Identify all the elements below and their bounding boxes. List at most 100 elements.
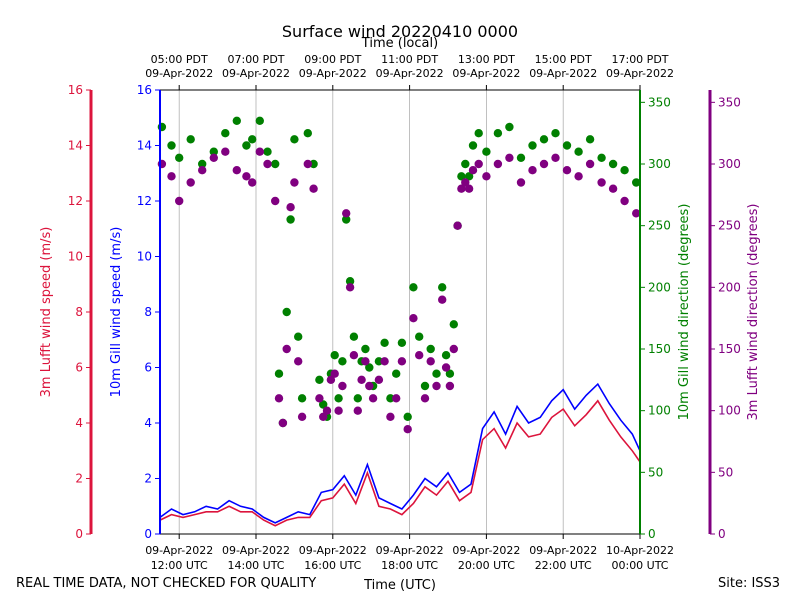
gill-dir-tick-label-3: 150	[648, 342, 671, 356]
lufft-speed-tick-label-1: 2	[75, 472, 83, 486]
point-gill-dir-31	[349, 332, 359, 341]
x-tick-date-5: 09-Apr-2022	[529, 544, 597, 557]
point-gill-dir-45	[420, 381, 430, 391]
point-gill-dir-43	[409, 283, 418, 292]
point-lufft-dir-66	[574, 172, 583, 181]
top-tick-time-4: 13:00 PDT	[458, 53, 515, 66]
point-lufft-dir-12	[271, 196, 280, 206]
point-lufft-dir-52	[453, 221, 462, 230]
point-gill-dir-39	[386, 394, 395, 403]
gill-speed-tick-label-4: 8	[144, 305, 152, 319]
point-gill-dir-18	[294, 332, 303, 341]
point-lufft-dir-34	[361, 357, 370, 366]
gill-dir-axis-label: 10m Gill wind direction (degrees)	[677, 204, 692, 421]
point-lufft-dir-49	[441, 363, 451, 372]
x-tick-time-5: 22:00 UTC	[535, 559, 592, 572]
point-lufft-dir-35	[365, 381, 374, 391]
point-lufft-dir-19	[297, 412, 307, 421]
point-gill-dir-6	[221, 129, 230, 138]
top-tick-time-6: 17:00 PDT	[611, 53, 668, 66]
point-gill-dir-53	[457, 172, 466, 181]
lufft-dir-tick-label-0: 0	[718, 527, 726, 541]
point-lufft-dir-53	[457, 184, 466, 193]
top-tick-date-1: 09-Apr-2022	[222, 67, 290, 80]
x-tick-time-2: 16:00 UTC	[304, 559, 361, 572]
point-gill-dir-65	[562, 141, 572, 150]
gill-speed-tick-label-3: 6	[144, 361, 152, 375]
gill-speed-tick-label-7: 14	[137, 139, 152, 153]
gill-dir-tick-label-5: 250	[648, 219, 671, 233]
point-gill-dir-23	[319, 400, 328, 409]
point-gill-dir-42	[403, 412, 412, 421]
x-tick-time-1: 14:00 UTC	[227, 559, 284, 572]
point-gill-dir-63	[539, 135, 549, 144]
gill-speed-tick-label-6: 12	[137, 194, 152, 208]
point-lufft-dir-31	[349, 351, 359, 360]
point-lufft-dir-48	[438, 295, 447, 304]
point-lufft-dir-71	[632, 209, 641, 218]
lufft-speed-tick-label-4: 8	[75, 305, 83, 319]
site-label: Site: ISS3	[718, 576, 781, 591]
point-gill-dir-56	[468, 141, 478, 150]
point-gill-dir-71	[632, 178, 641, 187]
point-lufft-dir-56	[468, 166, 478, 175]
point-lufft-dir-36	[368, 394, 378, 403]
lufft-speed-axis-label: 3m Lufft wind speed (m/s)	[39, 227, 54, 398]
point-gill-dir-7	[232, 116, 241, 126]
gill-dir-tick-label-2: 100	[648, 404, 671, 418]
point-gill-dir-21	[309, 159, 318, 169]
point-lufft-dir-65	[562, 166, 572, 175]
point-lufft-dir-23	[319, 412, 328, 421]
point-gill-dir-4	[198, 159, 207, 169]
top-tick-date-3: 09-Apr-2022	[376, 67, 444, 80]
point-lufft-dir-55	[464, 184, 474, 193]
line-gill-speed	[159, 382, 641, 524]
point-lufft-dir-24	[322, 406, 332, 415]
point-gill-dir-62	[528, 141, 537, 150]
lufft-dir-tick-label-2: 100	[718, 404, 741, 418]
point-gill-dir-27	[334, 394, 343, 403]
lufft-speed-tick-label-8: 16	[68, 83, 83, 97]
point-gill-dir-30	[345, 277, 355, 286]
x-tick-time-0: 12:00 UTC	[151, 559, 208, 572]
point-gill-dir-57	[474, 129, 483, 138]
point-gill-dir-5	[209, 147, 218, 156]
lufft-speed-tick-label-0: 0	[75, 527, 83, 541]
point-gill-dir-0	[157, 122, 167, 132]
lufft-dir-tick-label-3: 150	[718, 342, 741, 356]
gill-dir-tick-label-1: 50	[648, 465, 663, 479]
lufft-speed-tick-label-7: 14	[68, 139, 83, 153]
point-lufft-dir-43	[409, 314, 418, 323]
x-tick-date-4: 09-Apr-2022	[452, 544, 520, 557]
point-gill-dir-34	[361, 344, 370, 354]
top-tick-time-0: 05:00 PDT	[151, 53, 208, 66]
gill-dir-tick-label-6: 300	[648, 157, 671, 171]
point-lufft-dir-14	[278, 418, 288, 428]
top-tick-date-0: 09-Apr-2022	[145, 67, 213, 80]
point-lufft-dir-40	[392, 394, 401, 403]
point-lufft-dir-30	[345, 283, 355, 292]
lufft-dir-tick-label-1: 50	[718, 465, 733, 479]
point-gill-dir-46	[426, 344, 435, 354]
x-tick-date-0: 09-Apr-2022	[145, 544, 213, 557]
point-gill-dir-64	[551, 129, 560, 138]
lufft-speed-tick-label-6: 12	[68, 194, 83, 208]
line-lufft-speed	[159, 399, 641, 527]
lufft-dir-tick-label-6: 300	[718, 157, 741, 171]
point-gill-dir-49	[441, 351, 451, 360]
x-tick-date-2: 09-Apr-2022	[299, 544, 367, 557]
point-lufft-dir-47	[432, 381, 441, 391]
point-gill-dir-16	[286, 215, 295, 224]
point-gill-dir-41	[397, 338, 407, 347]
chart-title: Surface wind 20220410 0000	[282, 22, 518, 41]
point-lufft-dir-50	[445, 381, 455, 391]
gill-speed-tick-label-5: 10	[137, 250, 152, 264]
point-lufft-dir-67	[585, 159, 595, 169]
point-lufft-dir-51	[449, 344, 458, 354]
point-lufft-dir-16	[286, 203, 295, 212]
top-axis-label: Time (local)	[361, 36, 438, 51]
point-lufft-dir-20	[303, 159, 312, 169]
point-gill-dir-54	[461, 159, 470, 169]
point-lufft-dir-25	[326, 375, 336, 384]
